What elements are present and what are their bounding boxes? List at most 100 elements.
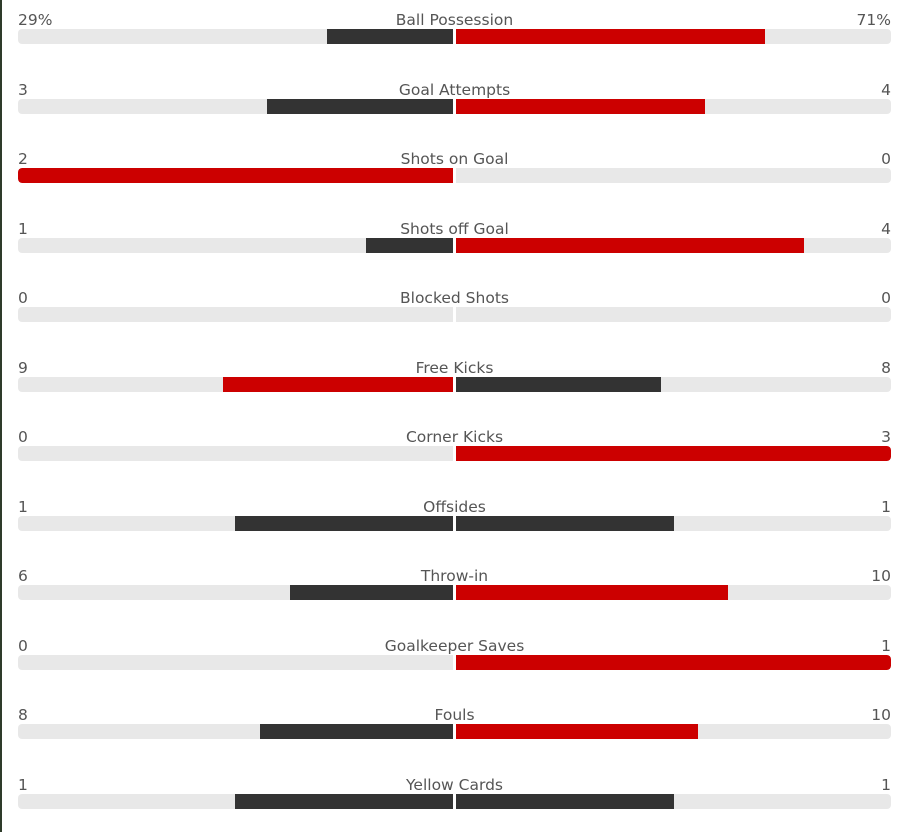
comparison-bar: [18, 237, 891, 253]
comparison-bar: [18, 585, 891, 600]
home-value: 1: [18, 219, 28, 238]
away-bar-fill: [456, 237, 804, 253]
away-bar-track: [456, 376, 891, 392]
stat-row-ball-possession: 29% Ball Possession 71%: [18, 0, 891, 56]
comparison-bar: [18, 793, 891, 809]
away-bar-track: [456, 98, 891, 114]
stat-row-blocked-shots: 0 Blocked Shots 0: [18, 278, 891, 334]
home-value: 2: [18, 150, 28, 168]
home-bar-track: [18, 446, 453, 461]
home-bar-fill: [235, 793, 453, 809]
home-value: 1: [18, 775, 28, 794]
comparison-bar: [18, 29, 891, 44]
home-value: 3: [18, 80, 28, 99]
home-bar-track: [18, 793, 453, 809]
home-bar-track: [18, 724, 453, 739]
away-bar-track: [456, 515, 891, 531]
away-value: 71%: [856, 11, 891, 29]
stat-row-offsides: 1 Offsides 1: [18, 487, 891, 543]
away-bar-fill: [456, 585, 728, 600]
away-bar-fill: [456, 376, 661, 392]
stat-name: Shots off Goal: [400, 219, 509, 238]
stat-name: Corner Kicks: [405, 428, 504, 446]
stat-row-goalkeeper-saves: 0 Goalkeeper Saves 1: [18, 626, 891, 682]
home-bar-track: [18, 237, 453, 253]
stat-row-fouls: 8 Fouls 10: [18, 695, 891, 751]
comparison-bar: [18, 654, 891, 670]
away-value: 10: [871, 567, 891, 585]
home-bar-fill: [260, 724, 453, 739]
away-bar-track: [456, 307, 891, 322]
comparison-bar: [18, 515, 891, 531]
stat-name: Ball Possession: [395, 11, 514, 29]
stat-name: Shots on Goal: [400, 150, 509, 168]
page-left-border: [0, 0, 2, 832]
stat-name: Free Kicks: [415, 358, 494, 377]
home-bar-track: [18, 585, 453, 600]
home-bar-fill: [366, 237, 453, 253]
home-value: 1: [18, 497, 28, 516]
home-value: 6: [18, 567, 28, 585]
away-value: 0: [881, 289, 891, 307]
stat-row-throw-in: 6 Throw-in 10: [18, 556, 891, 612]
away-bar-fill: [456, 446, 891, 461]
stat-name: Blocked Shots: [400, 289, 509, 307]
home-bar-track: [18, 29, 453, 44]
away-bar-fill: [456, 724, 698, 739]
stat-row-free-kicks: 9 Free Kicks 8: [18, 348, 891, 404]
away-value: 8: [881, 358, 891, 377]
away-bar-track: [456, 793, 891, 809]
comparison-bar: [18, 446, 891, 461]
away-bar-track: [456, 446, 891, 461]
comparison-bar: [18, 376, 891, 392]
away-bar-fill: [456, 98, 705, 114]
home-bar-track: [18, 376, 453, 392]
home-value: 29%: [18, 11, 53, 29]
comparison-bar: [18, 307, 891, 322]
home-bar-track: [18, 307, 453, 322]
home-bar-track: [18, 654, 453, 670]
away-value: 4: [881, 219, 891, 238]
home-bar-fill: [235, 515, 453, 531]
home-value: 0: [18, 428, 28, 446]
stat-name: Yellow Cards: [406, 775, 503, 794]
away-value: 10: [871, 706, 891, 724]
away-value: 1: [881, 636, 891, 655]
away-bar-track: [456, 168, 891, 183]
home-bar-track: [18, 515, 453, 531]
away-bar-fill: [456, 515, 674, 531]
home-bar-fill: [327, 29, 453, 44]
away-value: 0: [881, 150, 891, 168]
away-bar-track: [456, 724, 891, 739]
away-value: 3: [881, 428, 891, 446]
home-value: 8: [18, 706, 28, 724]
comparison-bar: [18, 98, 891, 114]
home-bar-fill: [223, 376, 453, 392]
stat-row-shots-on-goal: 2 Shots on Goal 0: [18, 139, 891, 195]
home-bar-fill: [267, 98, 453, 114]
home-bar-fill: [18, 168, 453, 183]
away-value: 4: [881, 80, 891, 99]
away-bar-track: [456, 585, 891, 600]
away-bar-fill: [456, 29, 765, 44]
home-bar-fill: [290, 585, 453, 600]
comparison-bar: [18, 724, 891, 739]
comparison-bar: [18, 168, 891, 183]
away-value: 1: [881, 497, 891, 516]
home-bar-track: [18, 168, 453, 183]
stat-name: Offsides: [423, 497, 486, 516]
stat-row-goal-attempts: 3 Goal Attempts 4: [18, 70, 891, 126]
stat-row-yellow-cards: 1 Yellow Cards 1: [18, 765, 891, 821]
away-bar-track: [456, 29, 891, 44]
away-bar-fill: [456, 793, 674, 809]
away-bar-track: [456, 654, 891, 670]
stat-name: Fouls: [434, 706, 475, 724]
home-value: 0: [18, 289, 28, 307]
away-bar-fill: [456, 654, 891, 670]
home-bar-track: [18, 98, 453, 114]
stat-name: Throw-in: [420, 567, 489, 585]
stat-name: Goalkeeper Saves: [384, 636, 525, 655]
stat-row-corner-kicks: 0 Corner Kicks 3: [18, 417, 891, 473]
away-bar-track: [456, 237, 891, 253]
home-value: 0: [18, 636, 28, 655]
